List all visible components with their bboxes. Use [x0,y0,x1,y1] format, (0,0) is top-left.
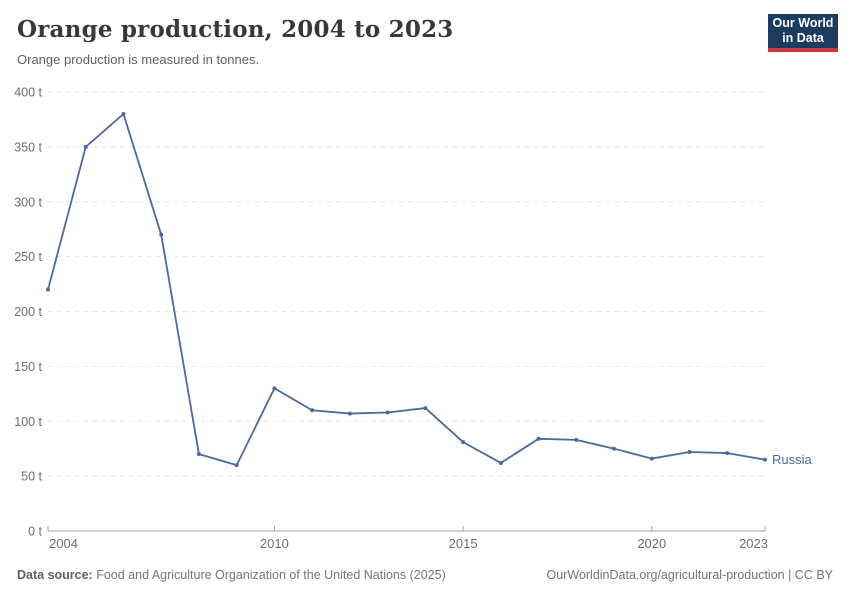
y-tick-label: 0 t [28,525,42,539]
y-tick-label: 300 t [14,195,42,209]
data-point[interactable] [612,446,617,451]
data-point[interactable] [461,440,466,445]
logo-text-line1: Our World [772,16,834,30]
data-point[interactable] [83,144,88,149]
y-tick-label: 50 t [21,470,42,484]
chart-subtitle: Orange production is measured in tonnes. [17,52,260,67]
data-point[interactable] [725,451,730,456]
y-tick-label: 150 t [14,360,42,374]
data-point[interactable] [121,111,126,116]
owid-logo[interactable]: Our World in Data [768,14,838,52]
y-tick-label: 200 t [14,305,42,319]
data-point[interactable] [498,460,503,465]
footer-citation-link[interactable]: OurWorldinData.org/agricultural-producti… [546,568,833,582]
data-point[interactable] [574,437,579,442]
data-point[interactable] [159,232,164,237]
page-title: Orange production, 2004 to 2023 [17,16,454,43]
data-point[interactable] [687,449,692,454]
y-tick-label: 100 t [14,415,42,429]
data-point[interactable] [310,408,315,413]
data-point[interactable] [536,436,541,441]
data-point[interactable] [385,410,390,415]
data-point[interactable] [649,456,654,461]
data-source-label: Data source: [17,568,93,582]
data-point[interactable] [423,406,428,411]
series-label[interactable]: Russia [772,452,813,467]
x-tick-label: 2004 [49,536,78,551]
chart-footer: Data source: Food and Agriculture Organi… [17,568,833,582]
x-tick-label: 2023 [739,536,768,551]
data-point[interactable] [763,457,767,462]
data-point[interactable] [272,386,277,391]
series-line-russia[interactable] [47,113,766,467]
data-source-text: Food and Agriculture Organization of the… [96,568,446,582]
data-point[interactable] [196,452,201,457]
chart-header: Orange production, 2004 to 2023 Orange p… [17,16,454,67]
x-tick-label: 2015 [449,536,478,551]
y-tick-label: 400 t [14,86,42,100]
data-point[interactable] [234,463,239,468]
data-source: Data source: Food and Agriculture Organi… [17,568,446,582]
logo-text-line2: in Data [782,31,824,45]
y-tick-label: 250 t [14,250,42,264]
x-tick-label: 2020 [637,536,666,551]
y-tick-label: 350 t [14,140,42,154]
data-point[interactable] [347,411,352,416]
data-point[interactable] [46,287,50,292]
x-tick-label: 2010 [260,536,289,551]
